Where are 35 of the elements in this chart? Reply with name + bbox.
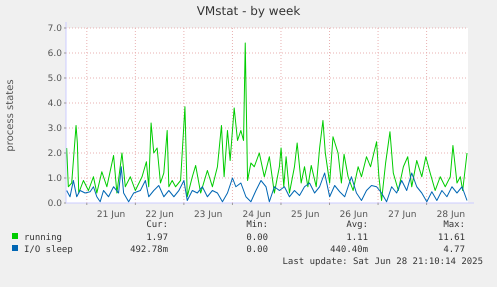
text: Max: xyxy=(443,220,465,230)
x-tick-label: 25 Jun xyxy=(291,210,320,220)
text: 1.11 xyxy=(346,233,368,243)
text: Cur: xyxy=(146,220,168,230)
text: 4.77 xyxy=(443,245,465,255)
text: Last update: Sat Jun 28 21:10:14 2025 xyxy=(282,257,483,267)
line-series xyxy=(66,166,468,202)
text: 1.97 xyxy=(146,233,168,243)
legend-label: running xyxy=(24,233,62,243)
x-tick-label: 24 Jun xyxy=(242,210,271,220)
x-tick-label: 23 Jun xyxy=(194,210,222,220)
x-tick-label: 27 Jun xyxy=(388,210,417,220)
text: Avg: xyxy=(346,220,368,230)
y-axis-title: process states xyxy=(5,79,16,152)
legend-label: I/O sleep xyxy=(24,245,73,255)
y-tick-label: 1.0 xyxy=(48,174,62,184)
y-tick-label: 6.0 xyxy=(48,49,62,60)
text: Min: xyxy=(246,220,268,230)
y-tick-label: 2.0 xyxy=(48,149,62,160)
y-tick-label: 0.0 xyxy=(48,199,62,210)
chart-title: VMstat - by week xyxy=(196,4,300,18)
x-tick-label: 26 Jun xyxy=(340,210,368,220)
x-tick-label: 21 Jun xyxy=(96,210,126,220)
y-tick-label: 3.0 xyxy=(48,124,62,134)
x-tick-label: 22 Jun xyxy=(145,210,174,220)
text: 492.78m xyxy=(130,245,168,255)
y-tick-label: 4.0 xyxy=(48,99,62,110)
text: 440.40m xyxy=(330,245,368,255)
y-tick-label: 5.0 xyxy=(48,74,62,84)
y-tick-label: 7.0 xyxy=(48,24,62,34)
text: 0.00 xyxy=(246,233,268,243)
line-series xyxy=(66,42,468,201)
x-tick-label: 28 Jun xyxy=(436,210,466,220)
text: 11.61 xyxy=(438,233,465,243)
text: 0.00 xyxy=(246,245,268,255)
